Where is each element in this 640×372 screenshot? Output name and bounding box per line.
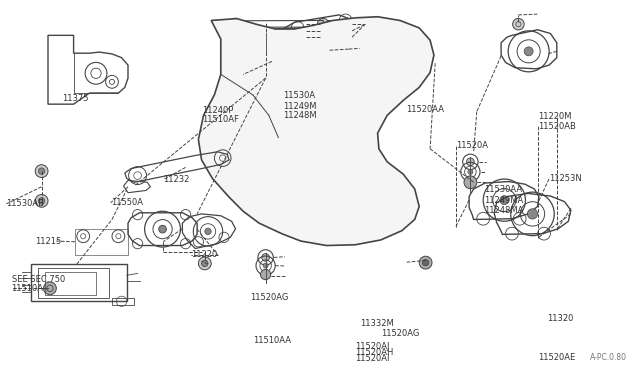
Circle shape [317,32,329,43]
Text: 11240P: 11240P [202,106,233,115]
Text: 11520AA: 11520AA [406,105,444,114]
Text: 11520AB: 11520AB [538,122,575,131]
Circle shape [260,269,271,280]
Circle shape [527,209,538,219]
Text: A-PC.0.80: A-PC.0.80 [590,353,627,362]
Text: 11510A: 11510A [12,284,44,293]
Polygon shape [198,17,434,246]
Circle shape [513,19,524,30]
Text: 11220M: 11220M [538,112,571,121]
Text: 11248M: 11248M [284,111,317,120]
Text: 11320: 11320 [547,314,573,323]
Text: 11530A: 11530A [284,92,316,100]
Circle shape [35,165,48,177]
Text: 11232: 11232 [163,175,189,184]
Circle shape [467,158,474,166]
Circle shape [159,225,166,233]
Circle shape [35,195,48,207]
Circle shape [44,282,56,295]
Bar [112,298,134,305]
Text: 11249MA: 11249MA [484,196,524,205]
Text: 11520AE: 11520AE [538,353,575,362]
Text: 11530AB: 11530AB [6,199,44,208]
Circle shape [38,168,45,174]
Circle shape [38,198,45,204]
Circle shape [262,254,269,261]
Text: 11510AA: 11510AA [253,336,291,345]
Circle shape [205,228,211,235]
Bar [38,268,109,298]
Text: 11520AJ: 11520AJ [355,342,390,351]
Text: 11550A: 11550A [111,198,143,207]
Circle shape [419,256,432,269]
Bar [320,33,352,41]
Bar [31,264,127,301]
Circle shape [500,196,509,205]
Circle shape [468,169,473,174]
Circle shape [263,263,268,268]
Circle shape [228,25,242,39]
Text: 11520AG: 11520AG [250,293,288,302]
Text: 11520AI: 11520AI [355,355,390,363]
Bar [320,27,352,35]
Circle shape [228,18,242,32]
Circle shape [422,259,429,266]
Circle shape [202,260,208,267]
Text: 11520AH: 11520AH [355,348,394,357]
Bar [45,272,96,295]
Bar [320,20,352,28]
Text: 11332M: 11332M [360,319,394,328]
Text: 11520AG: 11520AG [381,329,419,338]
Text: 11520A: 11520A [456,141,488,150]
Text: 11253N: 11253N [549,174,582,183]
Text: 11510AF: 11510AF [202,115,239,124]
Circle shape [198,257,211,270]
Text: SEE SEC.750: SEE SEC.750 [12,275,65,283]
Text: 11249M: 11249M [284,102,317,110]
Text: 11375: 11375 [62,94,89,103]
Circle shape [317,25,329,36]
Circle shape [317,19,329,30]
Bar [75,229,128,255]
Text: 11530AA: 11530AA [484,185,523,194]
Circle shape [262,34,269,41]
Text: 11220: 11220 [191,250,217,259]
Circle shape [464,176,477,189]
Circle shape [316,51,324,59]
Circle shape [228,31,242,45]
Text: 11248MA: 11248MA [484,206,524,215]
Circle shape [524,47,533,56]
Text: 11215: 11215 [35,237,61,246]
